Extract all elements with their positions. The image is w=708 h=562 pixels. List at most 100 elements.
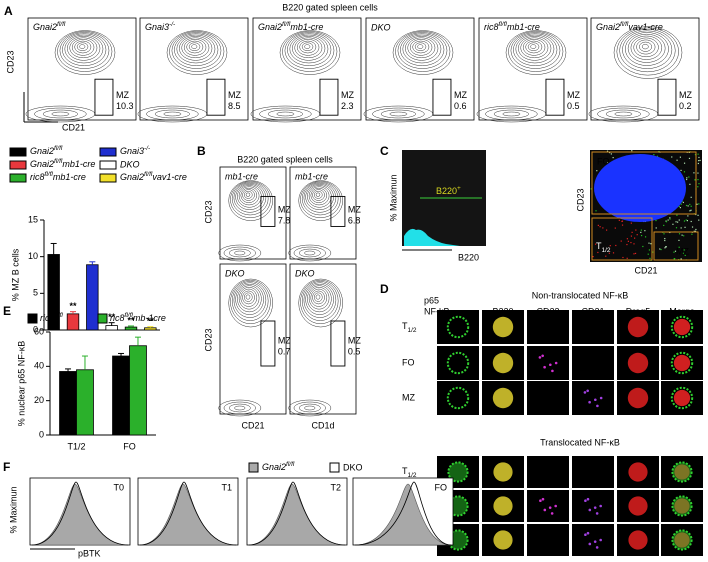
text-part: Gnai2 [258, 22, 282, 32]
text-part: Gnai2 [33, 22, 57, 32]
event-dot [611, 153, 612, 154]
gate-value: 7.8 [278, 215, 291, 225]
event-dot [689, 204, 690, 205]
text-part: ric8 [40, 313, 55, 323]
gate-label: MZ [676, 246, 689, 256]
cell-stain [541, 354, 544, 357]
event-dot [642, 246, 643, 247]
event-dot [615, 227, 616, 228]
cell-image [437, 310, 479, 344]
cell-stain [599, 539, 602, 542]
event-dot [686, 179, 687, 180]
cell-image [572, 490, 614, 522]
cell-stain [493, 317, 513, 337]
text-part: Gnai2 [596, 22, 620, 32]
text-part: + [457, 185, 461, 192]
plot-label: Gnai2fl/flmb1-cre [258, 21, 323, 32]
axis-label: % nuclear p65 NF-κB [16, 341, 26, 427]
event-dot [668, 219, 669, 220]
event-dot [641, 235, 642, 236]
event-dot [686, 177, 687, 178]
cell-stain [672, 530, 691, 549]
event-dot [697, 172, 698, 173]
event-dot [637, 234, 638, 235]
y-tick-label: 40 [34, 361, 44, 371]
text-part: Gnai2 [120, 172, 144, 182]
event-dot [605, 256, 606, 257]
text-part: mb1-cre [62, 159, 95, 169]
event-dot [698, 203, 699, 204]
gate-value: 0.6 [454, 101, 467, 111]
event-dot [688, 176, 689, 177]
gate-label: MZ [567, 90, 580, 100]
cell-stain [551, 370, 554, 373]
cell-stain [584, 533, 587, 536]
cell-stain [596, 405, 599, 408]
legend-swatch [10, 161, 26, 169]
plot-label: mb1-cre [225, 171, 258, 181]
gate-label: MZ [348, 336, 361, 346]
event-dot [644, 230, 645, 231]
panel-label: A [4, 4, 13, 18]
legend-label: ric8fl/flmb1-cre [30, 171, 86, 182]
event-dot [681, 204, 682, 205]
legend-swatch [98, 314, 107, 323]
event-dot [628, 241, 629, 242]
axis-label: CD23 [203, 200, 213, 223]
event-dot [693, 172, 694, 173]
cell-stain [628, 353, 648, 373]
nucleus [674, 355, 690, 371]
legend-swatch [100, 148, 116, 156]
event-dot [649, 258, 650, 259]
cell-stain [588, 401, 591, 404]
event-dot [683, 235, 684, 236]
event-dot [669, 217, 670, 218]
plot-label: DKO [295, 268, 315, 278]
cell-stain [594, 540, 597, 543]
x-tick-label: FO [123, 441, 136, 451]
legend-label: DKO [120, 159, 140, 169]
text-part: vav1-cre [152, 172, 187, 182]
gate-label: MZ [679, 90, 692, 100]
event-dot [691, 234, 692, 235]
cell-stain [589, 543, 592, 546]
bar [87, 265, 99, 330]
cell-image [527, 381, 569, 415]
event-dot [676, 215, 677, 216]
event-dot [684, 171, 685, 172]
event-dot [684, 220, 685, 221]
panel-label: D [380, 282, 389, 296]
text-part: fl/fl [55, 312, 64, 319]
cell-stain [596, 512, 599, 515]
event-dot [698, 163, 699, 164]
event-dot [593, 256, 594, 257]
legend-swatch [249, 463, 258, 472]
text-part: ric8 [110, 313, 125, 323]
cell-image [527, 346, 569, 380]
event-dot [690, 210, 691, 211]
cell-image [527, 490, 569, 522]
event-dot [627, 238, 628, 239]
event-dot [684, 163, 685, 164]
axis-label: CD23 [575, 188, 585, 211]
event-dot [666, 221, 667, 222]
text-part: fl/fl [57, 21, 66, 28]
cell-stain [628, 530, 647, 549]
event-dot [672, 224, 673, 225]
cell-image [527, 524, 569, 556]
event-dot [688, 205, 689, 206]
event-dot [660, 249, 661, 250]
cell-image [572, 381, 614, 415]
plot-label: DKO [225, 268, 245, 278]
event-dot [697, 179, 698, 180]
legend-swatch [100, 161, 116, 169]
section-title: Non-translocated NF-κB [532, 290, 629, 300]
text-part: fl/fl [54, 145, 63, 152]
axis-label: CD1d [311, 420, 334, 430]
significance: ** [69, 301, 77, 311]
bar [106, 326, 118, 330]
cell-stain [587, 498, 590, 501]
event-dot [697, 186, 698, 187]
event-dot [622, 257, 623, 258]
